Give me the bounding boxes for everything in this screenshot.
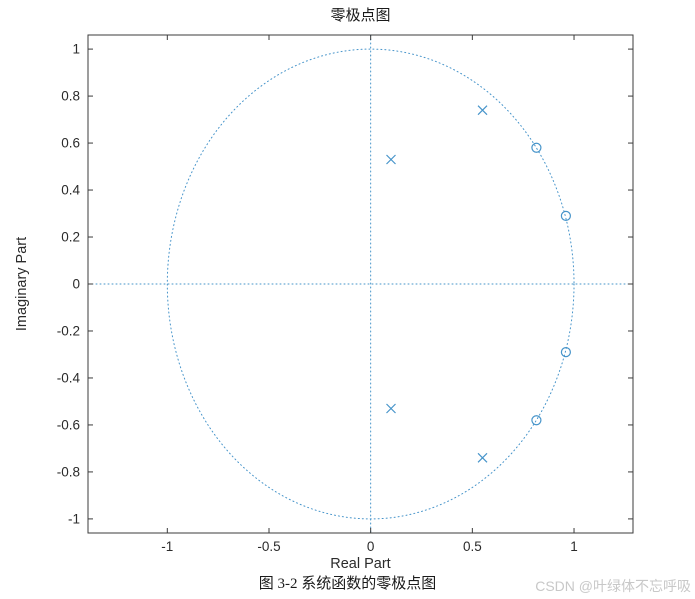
x-tick-label: -1 [161,539,173,554]
y-tick-label: -0.8 [57,464,80,479]
y-tick-label: 0.4 [61,183,80,198]
y-tick-label: 0.2 [61,230,80,245]
y-axis-label: Imaginary Part [14,237,30,331]
watermark: CSDN @叶绿体不忘呼吸 [535,578,691,594]
y-tick-label: 0 [72,277,80,292]
y-tick-label: 0.8 [61,89,80,104]
pole-zero-plot-canvas: -1 -0.5 0 0.5 1 -1 -0.8 -0.6 -0.4 -0.2 0 0.2 0.4 0.6 0… [14,7,634,572]
x-tick-label: -0.5 [257,539,280,554]
x-tick-label: 0.5 [463,539,482,554]
y-tick-label: 1 [72,42,80,57]
x-tick-label: 0 [367,539,375,554]
pole-marker [477,105,488,116]
unit-circle [166,48,575,520]
figure-caption: 图 3-2 系统函数的零极点图 [258,576,437,592]
y-tick-label: 0.6 [61,136,80,151]
y-tick-label: -0.2 [57,323,80,338]
y-tick-label: -0.6 [57,417,80,432]
x-axis-label: Real Part [330,556,390,572]
caption-row: 图 3-2 系统函数的零极点图 CSDN @叶绿体不忘呼吸 [0,573,695,599]
zero-marker [560,210,571,221]
pole-marker [386,403,396,414]
y-tick-label: -0.4 [57,370,81,385]
y-tick-label: -1 [68,511,80,526]
zero-marker [560,347,571,358]
zero-marker [531,415,542,426]
x-tick-label: 1 [570,539,578,554]
pole-marker [386,154,396,165]
pole-marker [477,452,488,463]
chart-title: 零极点图 [330,7,390,24]
zero-marker [531,142,542,153]
